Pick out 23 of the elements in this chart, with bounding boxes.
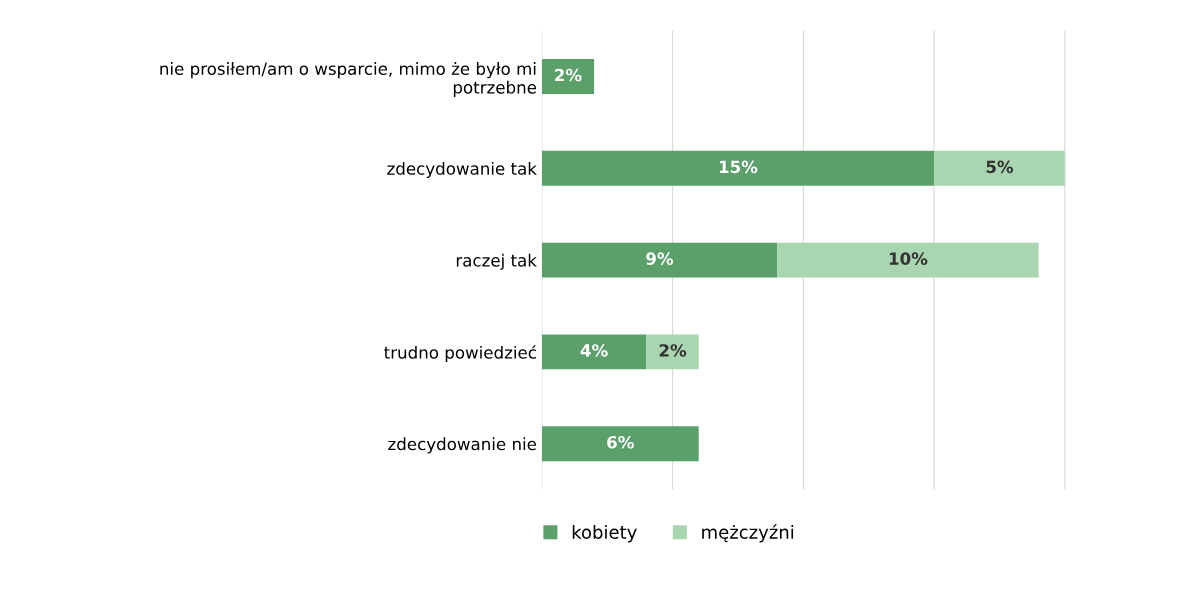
legend-label: kobiety <box>572 524 637 543</box>
data-label: 5% <box>986 160 1014 174</box>
data-label: 15% <box>719 160 758 174</box>
y-tick-label: zdecydowanie nie <box>388 437 537 454</box>
y-tick-label: zdecydowanie tak <box>387 161 537 179</box>
data-label: 2% <box>555 68 582 82</box>
bar <box>541 242 778 278</box>
bar <box>541 59 595 94</box>
data-label: 10% <box>889 252 928 265</box>
data-label: 4% <box>580 344 608 357</box>
y-tick-label: nie prosiłem/am o wsparcie, mimo że było mi potrzebne <box>160 62 537 97</box>
bar <box>541 334 647 370</box>
y-tick-label: trudno powiedzieć <box>384 345 536 363</box>
data-label: 6% <box>607 435 634 449</box>
data-label: 2% <box>659 344 687 357</box>
bar <box>646 334 699 370</box>
bar <box>934 150 1065 186</box>
y-tick-label: raczej tak <box>456 253 537 270</box>
bar <box>541 150 935 186</box>
bar <box>777 242 1039 278</box>
bar <box>541 426 699 462</box>
legend-label: mężczyźni <box>702 524 794 543</box>
data-label: 9% <box>646 252 674 265</box>
